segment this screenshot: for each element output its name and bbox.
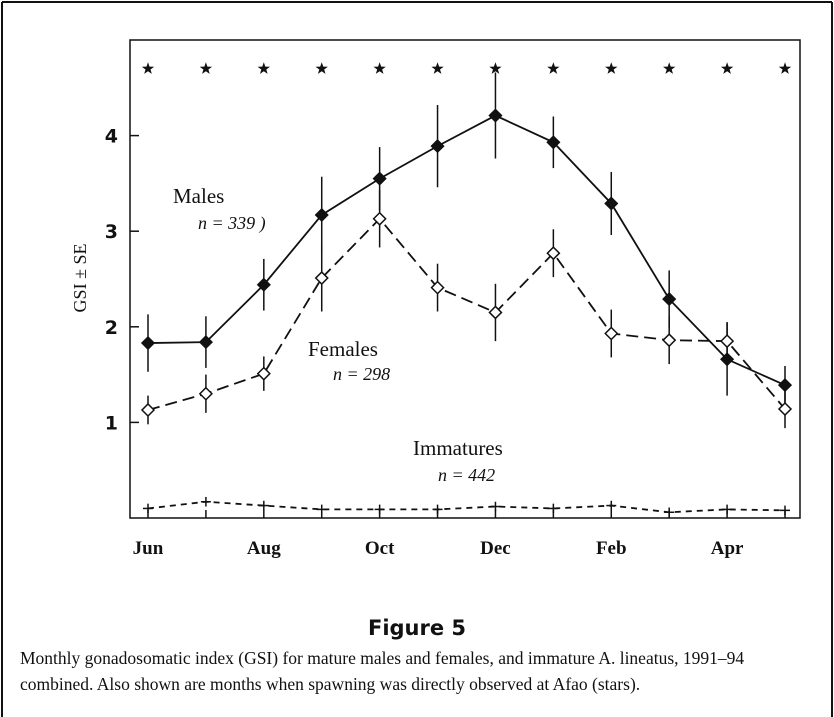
figure-label: Figure 5	[367, 616, 467, 640]
star-marker	[373, 62, 386, 74]
marker	[546, 135, 561, 150]
marker	[198, 335, 213, 350]
y-tick-label: 1	[105, 412, 118, 434]
marker	[198, 386, 213, 401]
x-tick-label: Oct	[365, 538, 395, 559]
marker	[372, 211, 387, 226]
star-marker	[663, 62, 676, 74]
n-label: n = 298	[333, 364, 390, 384]
marker	[488, 305, 503, 320]
marker	[777, 378, 793, 393]
series-label: Immatures	[413, 436, 503, 460]
marker	[662, 333, 677, 348]
marker	[372, 171, 387, 186]
star-marker	[720, 62, 734, 74]
y-tick-label: 2	[105, 317, 118, 339]
star-marker	[257, 62, 270, 74]
x-tick-label: Feb	[596, 538, 627, 559]
star-marker	[141, 62, 155, 74]
series-label: Males	[173, 184, 224, 208]
x-tick-label: Dec	[480, 538, 511, 559]
plot-frame	[129, 39, 801, 519]
marker	[256, 277, 271, 292]
marker	[430, 139, 445, 154]
series-line	[147, 500, 786, 514]
marker	[662, 292, 677, 307]
marker	[140, 402, 156, 418]
star-marker	[605, 62, 618, 74]
marker	[314, 207, 329, 223]
marker	[546, 246, 561, 261]
marker	[604, 196, 619, 211]
marker	[777, 401, 793, 417]
star-marker	[547, 62, 560, 74]
y-tick-label: 4	[105, 126, 118, 148]
n-label: n = 442	[438, 465, 495, 485]
x-tick-label: Apr	[711, 538, 744, 559]
x-tick-label: Jun	[133, 538, 164, 559]
y-tick-label: 3	[105, 221, 118, 243]
marker	[720, 334, 735, 349]
star-marker	[199, 62, 213, 74]
series-label: Females	[308, 337, 378, 361]
marker	[430, 280, 445, 295]
y-axis-label: GSI ± SE	[70, 244, 90, 313]
marker	[256, 366, 271, 381]
marker	[314, 270, 329, 286]
series-line	[147, 114, 786, 386]
marker	[140, 335, 156, 351]
n-label: n = 339 )	[198, 213, 266, 234]
marker	[604, 326, 619, 341]
star-marker	[431, 62, 444, 74]
series-line	[147, 217, 786, 411]
star-marker	[778, 62, 792, 74]
marker	[488, 108, 503, 123]
caption: Monthly gonadosomatic index (GSI) for ma…	[20, 648, 745, 694]
star-marker	[489, 62, 502, 74]
star-marker	[315, 62, 328, 74]
x-tick-label: Aug	[247, 538, 281, 559]
